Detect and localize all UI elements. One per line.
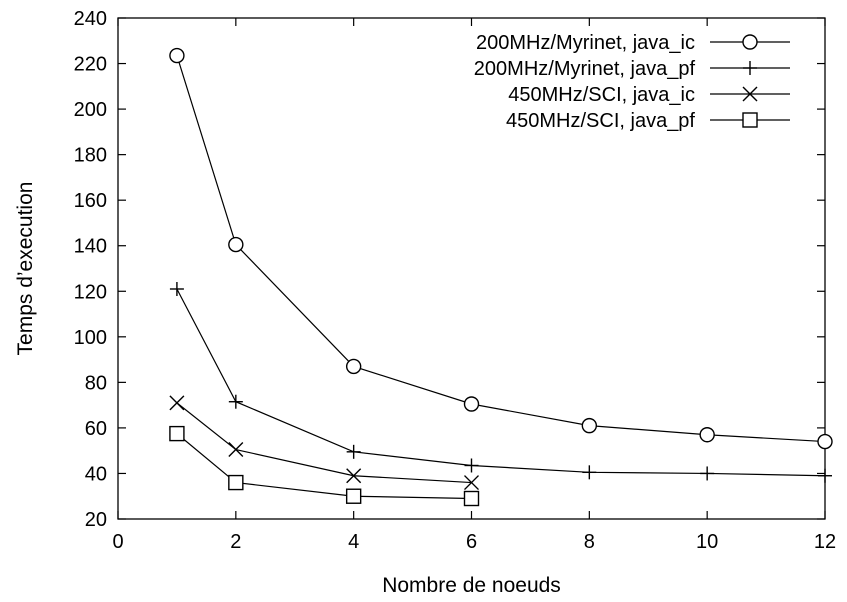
legend: 200MHz/Myrinet, java_ic 200MHz/Myrinet, j… [474,32,790,132]
axis-ticks [117,17,826,520]
cross-mark-b [346,468,362,484]
plus-marker [700,466,715,481]
x-tick-label: 2 [230,531,241,553]
cross-mark-b [464,475,479,491]
y-tick-label: 240 [74,8,107,30]
y-tick-label: 160 [74,190,107,212]
cross-mark-b [169,395,185,411]
cross-marker [346,468,362,484]
square-mark [345,488,362,504]
series-line [176,288,826,477]
series-line [176,433,472,500]
y-tick-label: 180 [74,145,107,167]
plus-marker [464,458,479,473]
plus-marker [582,465,597,480]
legend-item: 200MHz/Myrinet, java_pf [474,58,790,80]
x-axis-label: Nombre de noeuds [382,574,561,597]
x-tick-label: 12 [814,531,836,553]
x-tick-label: 4 [348,531,359,553]
cross-mark-b [228,442,244,458]
circle-marker [817,433,833,450]
series-2 [169,281,832,483]
legend-label: 200MHz/Myrinet, java_ic [476,32,695,54]
square-marker [228,474,244,491]
circle-marker [699,427,715,443]
x-tick-label: 6 [466,531,477,553]
cross-marker [228,442,244,458]
y-tick-label: 40 [85,463,107,485]
axis-tick-labels: 0 2 4 6 8 10 12 20 40 60 80 100 120 140 160 180 200 220 24… [74,8,837,553]
y-axis-label: Temps d’execution [14,182,37,356]
square-marker [169,425,185,442]
series-1 [169,47,833,450]
circle-marker [228,236,244,253]
series-3 [169,395,479,491]
cross-mark-b [742,86,758,102]
x-tick-label: 0 [112,531,123,553]
circle-mark [228,236,244,253]
circle-marker [169,47,185,64]
y-tick-label: 220 [74,54,107,76]
legend-item: 200MHz/Myrinet, java_ic [476,32,790,54]
plus-marker [169,281,184,296]
square-mark [742,112,758,128]
circle-mark [699,427,715,443]
circle-mark [169,47,185,64]
circle-mark [742,34,758,50]
circle-mark [345,358,362,375]
plus-marker [818,468,832,483]
circle-mark [463,396,480,412]
y-tick-label: 140 [74,236,107,258]
plot-frame [117,17,826,520]
legend-item: 450MHz/SCI, java_pf [506,110,790,132]
plus-marker [228,394,243,409]
circle-marker [581,417,598,434]
circle-marker [742,34,758,50]
y-tick-label: 120 [74,281,107,303]
legend-label: 450MHz/SCI, java_pf [506,110,695,132]
series-line [176,402,472,484]
square-marker [345,488,362,504]
cross-marker [169,395,185,411]
circle-marker [345,358,362,375]
series-line [176,55,826,443]
y-tick-label: 20 [85,509,107,531]
cross-marker [464,475,479,491]
legend-label: 450MHz/SCI, java_ic [508,84,695,106]
legend-item: 450MHz/SCI, java_ic [508,84,790,106]
circle-marker [463,396,480,412]
y-tick-label: 80 [85,372,107,394]
y-tick-label: 200 [74,99,107,121]
plus-marker [346,444,361,459]
y-tick-label: 60 [85,418,107,440]
circle-mark [581,417,598,434]
square-mark [169,425,185,442]
series-4 [169,425,480,507]
square-marker [463,490,480,507]
y-tick-label: 100 [74,327,107,349]
square-marker [742,112,758,128]
series-layer [169,47,833,507]
x-tick-label: 10 [696,531,718,553]
square-mark [463,490,480,507]
cross-marker [742,86,758,102]
legend-label: 200MHz/Myrinet, java_pf [474,58,696,80]
x-tick-label: 8 [584,531,595,553]
plus-marker [743,61,757,75]
square-mark [228,474,244,491]
circle-mark [817,433,833,450]
